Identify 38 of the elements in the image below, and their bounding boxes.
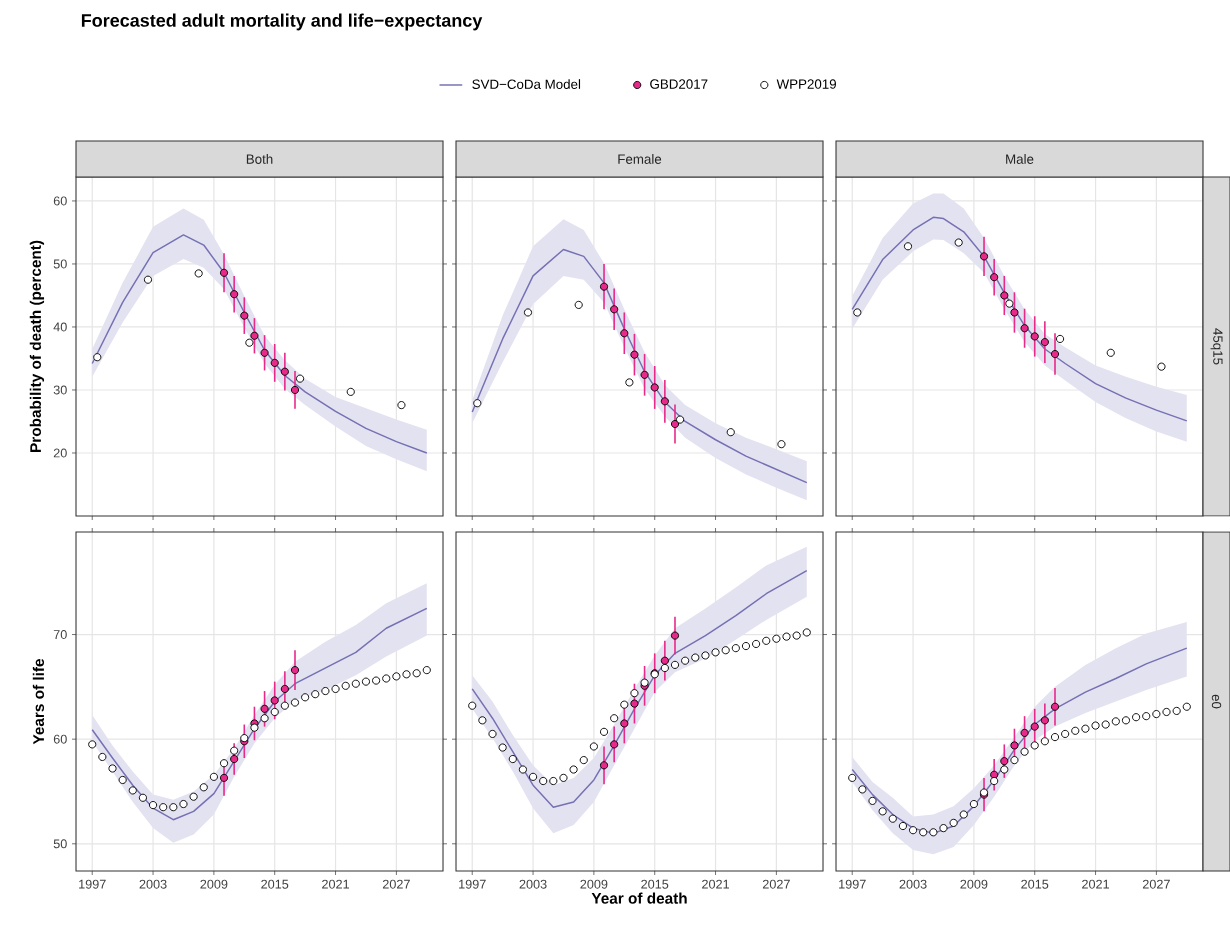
y-axis-title: Probability of death (percent) — [29, 240, 45, 452]
legend-label: GBD2017 — [650, 79, 708, 89]
x-tick-label: 2003 — [899, 879, 927, 889]
y-tick-label: 70 — [53, 630, 67, 640]
x-tick-label: 2015 — [641, 879, 669, 889]
legend-label: SVD−CoDa Model — [472, 79, 581, 89]
chart-title: Forecasted adult mortality and life−expectancy — [81, 13, 483, 31]
y-tick-label: 30 — [53, 385, 67, 395]
legend-label: WPP2019 — [776, 79, 836, 89]
chart-subtitle: Female — [618, 154, 662, 164]
x-tick-label: 2027 — [382, 879, 410, 889]
y-axis-title: Years of life — [32, 658, 45, 745]
y-tick-label: 60 — [53, 196, 67, 206]
x-tick-label: 2009 — [960, 879, 988, 889]
x-tick-label: 1997 — [839, 879, 866, 889]
x-tick-label: 2009 — [200, 879, 228, 889]
x-tick-label: 2021 — [322, 879, 349, 889]
x-tick-label: 2027 — [1142, 879, 1170, 889]
x-tick-label: 2003 — [519, 879, 547, 889]
x-tick-label: 2015 — [1021, 879, 1049, 889]
x-tick-label: 2015 — [261, 879, 289, 889]
x-axis-title: Year of death — [591, 892, 687, 904]
x-tick-label: 2003 — [139, 879, 167, 889]
y2-axis-title: e0 — [1211, 694, 1222, 709]
x-tick-label: 2021 — [1082, 879, 1110, 889]
y-tick-label: 20 — [53, 448, 67, 458]
y2-axis-title: 45q15 — [1210, 328, 1223, 365]
x-tick-label: 2009 — [580, 879, 608, 889]
x-tick-label: 1997 — [459, 879, 486, 889]
x-tick-label: 2027 — [762, 879, 790, 889]
chart-subtitle: Male — [1006, 154, 1034, 164]
y-tick-label: 60 — [53, 734, 67, 744]
y-tick-label: 50 — [53, 259, 67, 269]
y-tick-label: 40 — [53, 322, 67, 332]
chart-subtitle: Both — [246, 154, 273, 164]
x-tick-label: 2021 — [702, 879, 729, 889]
y-tick-label: 50 — [53, 839, 67, 849]
x-tick-label: 1997 — [79, 879, 106, 889]
